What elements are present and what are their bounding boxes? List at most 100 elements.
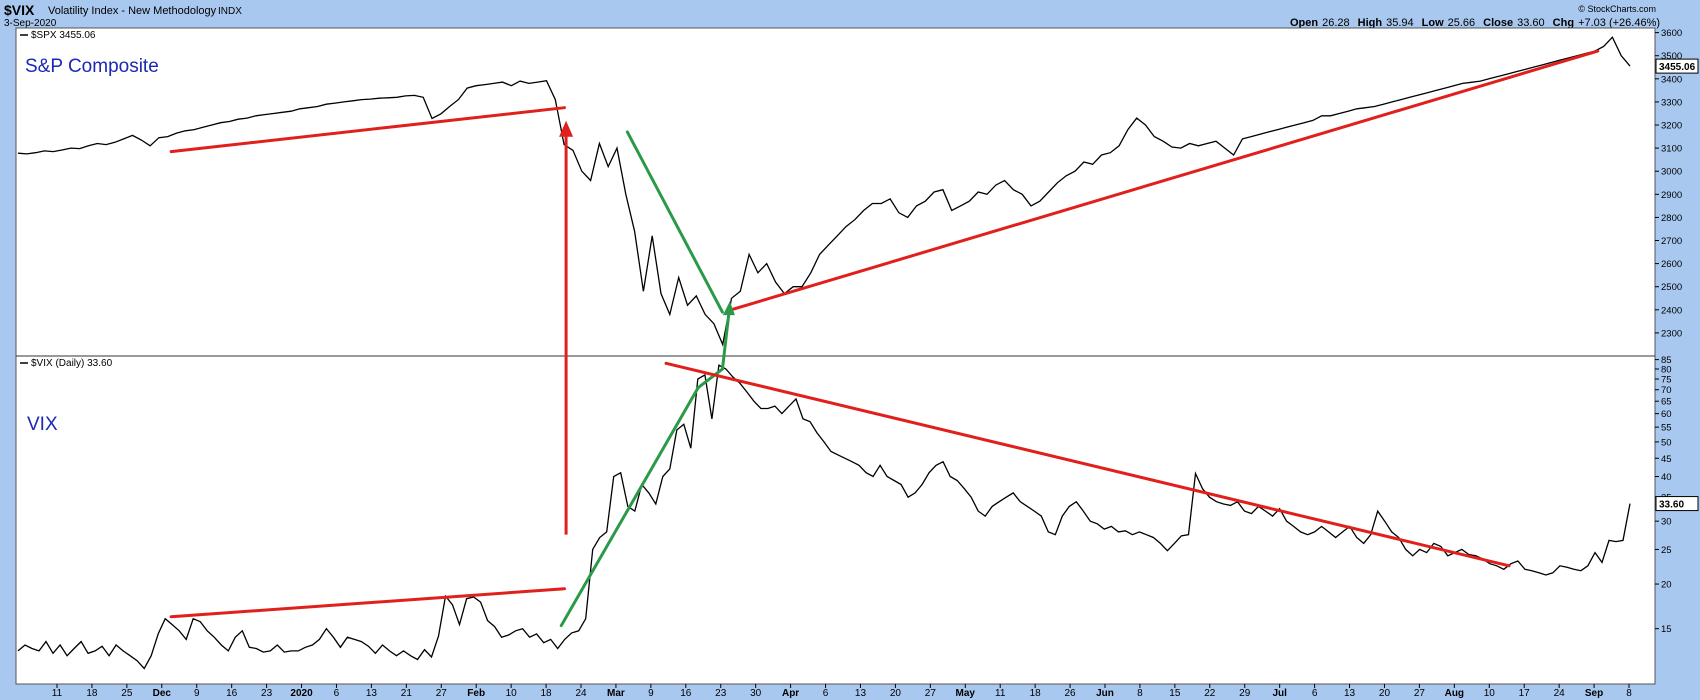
open-value: 26.28: [1322, 17, 1350, 29]
x-tick-label: 8: [1626, 688, 1632, 699]
y-tick-label: 75: [1661, 375, 1672, 386]
spx-annotation: S&P Composite: [25, 56, 159, 77]
x-tick-label: 24: [1554, 688, 1566, 699]
y-tick-label: 3500: [1661, 51, 1682, 62]
x-tick-label: 22: [1204, 688, 1216, 699]
green-arrow-shaft: [720, 313, 731, 370]
x-tick-label: 9: [648, 688, 654, 699]
y-tick-label: 40: [1661, 472, 1672, 483]
x-tick-label: 11: [52, 688, 63, 699]
x-tick-label: 18: [86, 688, 98, 699]
high-label: High: [1358, 17, 1383, 29]
y-tick-label: 2300: [1661, 328, 1682, 339]
y-tick-label: 2400: [1661, 305, 1682, 316]
x-tick-label: 10: [1484, 688, 1496, 699]
chart-header: $VIX Volatility Index - New Methodology …: [4, 2, 1660, 29]
spx-y-axis: 2300 2400 2500 2600 2700 2800 2900 3000 3100 3200…: [1655, 28, 1682, 339]
y-tick-label: 2500: [1661, 282, 1682, 293]
last-value-layer: 3455.06 33.60: [1655, 58, 1699, 512]
low-value: 25.66: [1448, 17, 1476, 29]
vix-trendline-red: [664, 361, 1511, 568]
vix-y-axis: 152025303540455055606570758085: [1655, 355, 1672, 635]
close-value: 33.60: [1517, 17, 1545, 29]
y-tick-label: 2800: [1661, 213, 1682, 224]
x-tick-label: 2020: [290, 688, 313, 699]
x-tick-label: Dec: [153, 688, 172, 699]
x-tick-label: 25: [121, 688, 133, 699]
vix-legend: $VIX (Daily) 33.60: [20, 358, 113, 369]
x-tick-label: May: [956, 688, 976, 699]
x-axis: 11 18 25 Dec 9 16 23 2020 6 13 21 27 Feb 10 18 24 Mar 9 16…: [52, 684, 1632, 699]
x-tick-label: Mar: [607, 688, 625, 699]
open-label: Open: [1290, 17, 1318, 29]
vix-trendline-green: [696, 367, 724, 390]
y-tick-label: 55: [1661, 423, 1672, 434]
last-value-box: [1655, 58, 1699, 74]
x-tick-label: 16: [680, 688, 692, 699]
x-tick-label: Aug: [1445, 688, 1464, 699]
vix-annotation: VIX: [27, 414, 58, 435]
x-tick-label: 30: [750, 688, 762, 699]
y-tick-label: 3100: [1661, 144, 1682, 155]
spx-trendline-red: [725, 49, 1600, 313]
x-tick-label: 6: [823, 688, 829, 699]
y-tick-label: 3200: [1661, 121, 1682, 132]
spx-price-line: [17, 36, 1631, 347]
y-tick-label: 3300: [1661, 97, 1682, 108]
y-tick-label: 2600: [1661, 259, 1682, 270]
series-layer: [17, 36, 1631, 670]
exchange: INDX: [218, 6, 242, 17]
x-tick-label: Feb: [467, 688, 485, 699]
vix-panel: [15, 355, 1656, 685]
close-label: Close: [1483, 17, 1513, 29]
x-tick-label: 20: [1379, 688, 1391, 699]
x-tick-label: 6: [334, 688, 340, 699]
y-tick-label: 15: [1661, 624, 1672, 635]
x-tick-label: 9: [194, 688, 200, 699]
y-tick-label: 2900: [1661, 190, 1682, 201]
x-tick-label: Jul: [1272, 688, 1287, 699]
vix-trendline-red: [169, 587, 566, 619]
y-tick-label: 20: [1661, 580, 1672, 591]
y-tick-label: 30: [1661, 517, 1672, 528]
y-tick-label: 80: [1661, 365, 1672, 376]
spx-trendline-red: [169, 106, 566, 154]
y-tick-label: 60: [1661, 409, 1672, 420]
ohlc-readout: Open 26.28 High 35.94 Low 25.66 Close 33.60 Chg +…: [1290, 17, 1660, 29]
x-tick-label: 23: [715, 688, 727, 699]
y-tick-label: 3400: [1661, 74, 1682, 85]
x-tick-label: 10: [506, 688, 518, 699]
x-tick-label: 18: [1030, 688, 1042, 699]
x-tick-label: 16: [226, 688, 238, 699]
last-value-label: 3455.06: [1659, 62, 1696, 73]
x-tick-label: 21: [401, 688, 413, 699]
red-vertical-arrow-head: [559, 120, 574, 137]
x-tick-label: 27: [436, 688, 448, 699]
symbol: $VIX: [4, 2, 35, 18]
x-tick-label: Jun: [1096, 688, 1114, 699]
y-tick-label: 45: [1661, 454, 1672, 465]
trendline-layer: [169, 49, 1600, 628]
x-tick-label: 26: [1065, 688, 1077, 699]
x-tick-label: 29: [1239, 688, 1251, 699]
x-tick-label: 8: [1137, 688, 1143, 699]
vix-legend-text: $VIX (Daily) 33.60: [31, 358, 113, 369]
x-tick-label: 6: [1312, 688, 1318, 699]
x-tick-label: 17: [1519, 688, 1531, 699]
spx-legend: $SPX 3455.06: [20, 30, 96, 41]
x-tick-label: 11: [995, 688, 1006, 699]
x-tick-label: Sep: [1585, 688, 1603, 699]
high-value: 35.94: [1386, 17, 1414, 29]
x-tick-label: 20: [890, 688, 902, 699]
x-tick-label: 27: [925, 688, 937, 699]
y-tick-label: 2700: [1661, 236, 1682, 247]
x-tick-label: Apr: [782, 688, 799, 699]
y-tick-label: 3000: [1661, 167, 1682, 178]
green-arrow-head: [722, 301, 735, 316]
x-tick-label: 15: [1169, 688, 1181, 699]
low-label: Low: [1422, 17, 1444, 29]
y-tick-label: 50: [1661, 437, 1672, 448]
spx-trendline-green: [625, 130, 724, 314]
y-tick-label: 85: [1661, 355, 1672, 366]
